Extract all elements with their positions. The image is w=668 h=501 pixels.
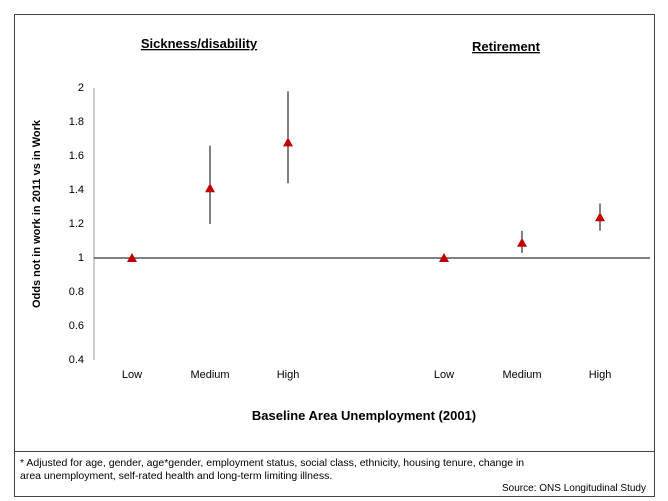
footnote-border bbox=[14, 451, 655, 497]
data-point-marker bbox=[283, 137, 293, 147]
y-tick-label: 1 bbox=[78, 252, 84, 264]
data-point-marker bbox=[439, 253, 449, 262]
data-point-marker bbox=[517, 237, 527, 247]
chart-border bbox=[14, 14, 655, 452]
data-point-marker bbox=[595, 212, 605, 222]
y-tick-label: 2 bbox=[78, 82, 84, 94]
data-point-marker bbox=[127, 253, 137, 262]
y-tick-labels: 2 1.8 1.6 1.4 1.2 1 0.8 0.6 0.4 bbox=[69, 82, 84, 366]
y-tick-label: 0.6 bbox=[69, 320, 84, 332]
data-marks bbox=[127, 91, 605, 262]
y-tick-label: 1.8 bbox=[69, 116, 84, 128]
source-note: Source: ONS Longitudinal Study bbox=[502, 483, 646, 494]
x-tick-label: Medium bbox=[190, 369, 229, 381]
x-tick-label: High bbox=[589, 369, 612, 381]
x-tick-label: Low bbox=[434, 369, 454, 381]
x-tick-label: Low bbox=[122, 369, 142, 381]
y-tick-label: 0.8 bbox=[69, 286, 84, 298]
y-axis-label: Odds not in work in 2011 vs in Work bbox=[31, 119, 43, 308]
panel-title-sickness: Sickness/disability bbox=[141, 36, 258, 51]
y-tick-label: 0.4 bbox=[69, 354, 84, 366]
x-axis-label: Baseline Area Unemployment (2001) bbox=[252, 408, 476, 423]
footnote-line-1: * Adjusted for age, gender, age*gender, … bbox=[20, 457, 524, 469]
x-tick-label: Medium bbox=[502, 369, 541, 381]
x-tick-label: High bbox=[277, 369, 300, 381]
panel-title-retirement: Retirement bbox=[472, 39, 541, 54]
y-tick-label: 1.2 bbox=[69, 218, 84, 230]
y-tick-label: 1.4 bbox=[69, 184, 84, 196]
y-tick-label: 1.6 bbox=[69, 150, 84, 162]
footnote-line-2: area unemployment, self-rated health and… bbox=[20, 470, 332, 482]
data-point-marker bbox=[205, 183, 215, 193]
